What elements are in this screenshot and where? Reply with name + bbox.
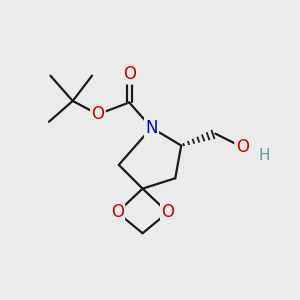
Text: O: O: [123, 65, 136, 83]
Text: O: O: [161, 203, 174, 221]
Text: O: O: [236, 138, 249, 156]
Text: O: O: [111, 203, 124, 221]
Text: H: H: [259, 148, 270, 164]
Text: O: O: [92, 105, 104, 123]
Text: N: N: [145, 119, 158, 137]
